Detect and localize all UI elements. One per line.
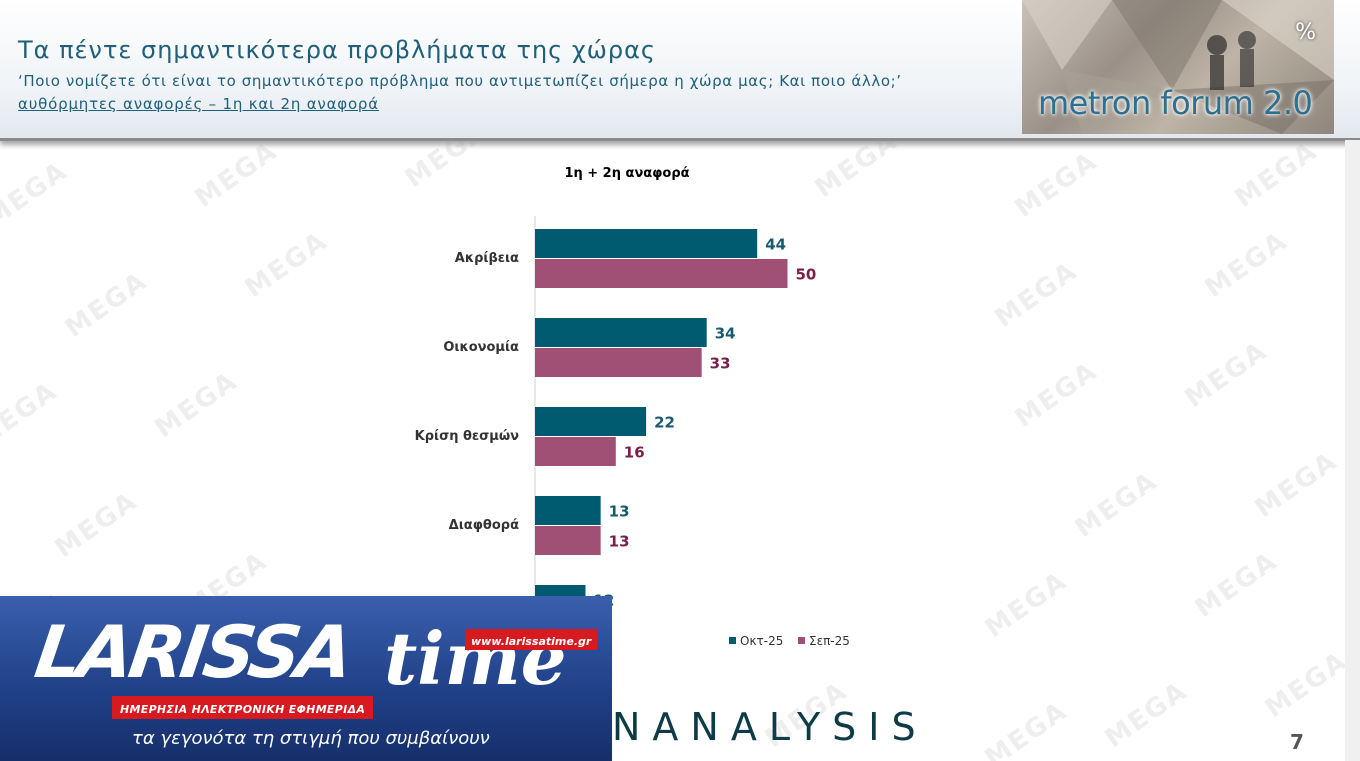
category-label: Οικονομία [443, 340, 519, 355]
value-label: 13 [609, 533, 630, 551]
bar-oct [535, 407, 647, 436]
bar-sep [535, 526, 601, 555]
page-number: 7 [1290, 730, 1304, 754]
vertical-scrollbar[interactable] [1345, 140, 1360, 761]
chart-legend: Οκτ-25 Σεπ-25 [729, 634, 850, 648]
tagline-text: ΗΜΕΡΗΣΙΑ ΗΛΕΚΤΡΟΝΙΚΗ ΕΦΗΜΕΡΙΔΑ [120, 703, 366, 716]
legend-swatch [798, 637, 805, 644]
metron-forum-logo: % metron forum 2.0 [1022, 0, 1334, 134]
value-label: 22 [654, 414, 675, 432]
larissatime-banner[interactable]: LARISSA time www.larissatime.gr ΗΜΕΡΗΣΙΑ… [0, 596, 612, 761]
percent-mark: % [1295, 20, 1316, 45]
chart-title: 1η + 2η αναφορά [564, 166, 689, 181]
bar-sep [535, 437, 616, 466]
bar-oct [535, 496, 601, 525]
value-label: 44 [765, 236, 786, 254]
slide-title: Τα πέντε σημαντικότερα προβλήματα της χώ… [18, 36, 656, 64]
bars-group: Ακρίβεια 44 50 Οικονομία 34 33 Κρίση θεσμών 22 1… [415, 229, 817, 614]
category-label: Κρίση θεσμών [415, 429, 520, 444]
slide-header: Τα πέντε σημαντικότερα προβλήματα της χώ… [0, 0, 1360, 141]
slogan-text: τα γεγονότα τη στιγμή που συμβαίνουν [132, 728, 490, 749]
bar-sep [535, 259, 788, 288]
legend-label: Οκτ-25 [740, 634, 783, 648]
bar-oct [535, 229, 758, 258]
logo-background-graphic [1022, 0, 1334, 134]
category-label: Διαφθορά [449, 518, 519, 533]
slide-subnote: αυθόρμητες αναφορές – 1η και 2η αναφορά [18, 95, 379, 113]
larissa-logo-text: LARISSA [30, 610, 355, 694]
bar-oct [535, 318, 707, 347]
value-label: 50 [796, 266, 817, 284]
brand-footer: NANALYSIS [612, 705, 928, 749]
logo-text: metron forum 2.0 [1038, 84, 1313, 122]
value-label: 13 [609, 503, 630, 521]
slide-subtitle: ‘Ποιο νομίζετε ότι είναι το σημαντικότερ… [18, 72, 902, 90]
value-label: 34 [715, 325, 736, 343]
url-text: www.larissatime.gr [471, 635, 592, 648]
legend-swatch [729, 637, 736, 644]
value-label: 33 [710, 355, 731, 373]
tagline-badge: ΗΜΕΡΗΣΙΑ ΗΛΕΚΤΡΟΝΙΚΗ ΕΦΗΜΕΡΙΔΑ [112, 696, 374, 719]
url-badge[interactable]: www.larissatime.gr [465, 629, 598, 650]
legend-label: Σεπ-25 [809, 634, 850, 648]
bar-sep [535, 348, 702, 377]
value-label: 16 [624, 444, 645, 462]
category-label: Ακρίβεια [455, 251, 519, 266]
